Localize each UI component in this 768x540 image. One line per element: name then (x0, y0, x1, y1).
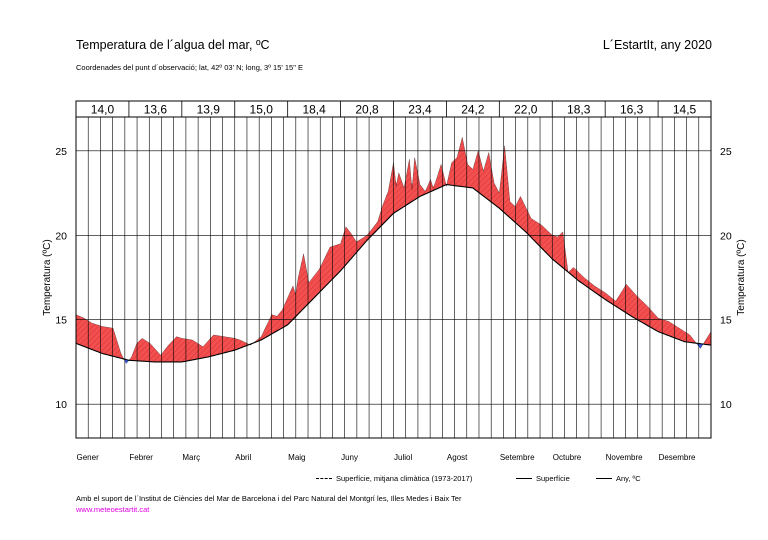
month-label: Juliol (394, 453, 412, 462)
y-tick-right-10: 10 (720, 399, 732, 411)
month-label: Desembre (659, 453, 696, 462)
month-label: Abril (235, 453, 251, 462)
monthly-mean-label: 23,4 (408, 103, 432, 117)
y-tick-left-25: 25 (55, 146, 67, 158)
surface-line (75, 137, 712, 365)
monthly-mean-label: 24,2 (461, 103, 485, 117)
legend-dashed-line-icon (316, 478, 332, 479)
y-tick-right-20: 20 (720, 230, 732, 242)
plot-frame (75, 100, 712, 439)
legend-solid-line-icon (516, 478, 532, 479)
y-tick-left-20: 20 (55, 230, 67, 242)
monthly-mean-label: 18,3 (567, 103, 591, 117)
grid-lines (76, 101, 711, 438)
warm-anomaly-2 (128, 334, 250, 362)
month-label: Agost (447, 453, 468, 462)
legend-climatology: Superfície, mitjana climàtica (1973-2017… (316, 474, 472, 483)
month-label: Març (182, 453, 200, 462)
footer-support: Amb el suport de l´Institut de Ciències … (76, 494, 462, 503)
monthly-mean-label: 16,3 (620, 103, 644, 117)
warm-anomaly-4 (253, 157, 447, 344)
legend-annual: Any, ºC (596, 474, 641, 483)
warm-anomaly-6 (446, 137, 569, 273)
y-axis-label-left: Temperatura (ºC) (42, 239, 53, 315)
legend-surface-label: Superfície (536, 474, 570, 483)
monthly-mean-label: 13,9 (197, 103, 221, 117)
climatology-line (75, 184, 712, 363)
monthly-mean-label: 22,0 (514, 103, 538, 117)
legend-climatology-label: Superfície, mitjana climàtica (1973-2017… (336, 474, 473, 483)
footer-website[interactable]: www.meteoestartit.cat (76, 505, 150, 514)
chart-title: Temperatura de l´algua del mar, ºC (76, 38, 270, 52)
axes (75, 100, 712, 439)
legend-annual-line-icon (596, 478, 612, 479)
month-label: Setembre (500, 453, 535, 462)
monthly-mean-label: 13,6 (144, 103, 168, 117)
monthly-mean-label: 14,0 (91, 103, 115, 117)
legend-annual-label: Any, ºC (616, 474, 641, 483)
month-label: Novembre (606, 453, 643, 462)
monthly-mean-label: 18,4 (302, 103, 326, 117)
chart-subtitle: Coordenades del punt d´observació; lat, … (76, 63, 303, 72)
month-label: Febrer (129, 453, 153, 462)
legend-surface: Superfície (516, 474, 570, 483)
month-label: Juny (341, 453, 358, 462)
y-tick-right-25: 25 (720, 146, 732, 158)
month-label: Gener (77, 453, 100, 462)
chart-place: L´EstartIt, any 2020 (602, 38, 712, 52)
warm-anomaly-8 (568, 267, 697, 344)
monthly-mean-label: 20,8 (355, 103, 379, 117)
monthly-mean-label: 15,0 (250, 103, 274, 117)
y-axis-label-right: Temperatura (ºC) (736, 239, 747, 315)
monthly-mean-label: 14,5 (673, 103, 697, 117)
tick-labels: 14,0 13,6 13,9 15,0 18,4 20,8 23,4 24,2 22,0 18,3… (42, 103, 747, 463)
month-label: Octubre (553, 453, 582, 462)
series-lines (75, 137, 712, 365)
cold-anomaly-9 (696, 343, 704, 349)
y-tick-left-15: 15 (55, 315, 67, 327)
month-label: Maig (288, 453, 305, 462)
y-tick-left-10: 10 (55, 399, 67, 411)
y-tick-right-15: 15 (720, 315, 732, 327)
